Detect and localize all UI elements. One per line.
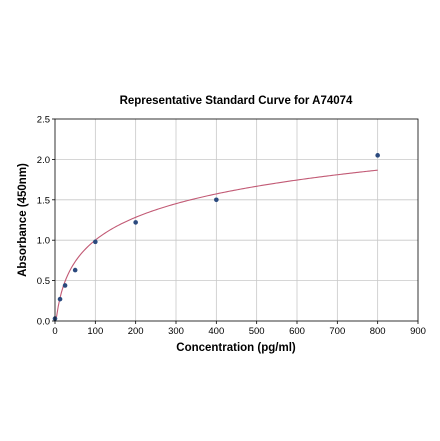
x-axis-label: Concentration (pg/ml)	[176, 342, 296, 354]
data-point	[133, 220, 138, 225]
y-tick-label: 2.0	[37, 155, 50, 166]
y-tick-label: 0.5	[37, 276, 50, 287]
y-tick-label: 1.0	[37, 236, 50, 247]
x-tick-labels: 0 100 200 300 400 500 600 700 800 900	[52, 321, 426, 337]
x-tick-label: 800	[370, 326, 386, 337]
data-point	[375, 153, 380, 158]
x-tick-label: 900	[410, 326, 426, 337]
data-point	[214, 197, 219, 203]
x-tick-label: 700	[329, 326, 345, 337]
data-points-layer	[52, 153, 380, 321]
y-tick-label: 0.0	[37, 317, 50, 328]
x-tick-label: 100	[87, 326, 103, 337]
chart-title: Representative Standard Curve for A74074	[120, 95, 353, 107]
y-tick-label: 1.5	[37, 195, 50, 206]
grid-lines	[55, 119, 418, 321]
plot-frame	[54, 118, 419, 322]
y-axis-label: Absorbance (450nm)	[17, 163, 29, 277]
y-tick-labels: 0.0 0.5 1.0 1.5 2.0 2.5	[37, 115, 55, 328]
x-tick-label: 0	[52, 326, 57, 337]
x-tick-label: 400	[208, 326, 224, 337]
y-tick-label: 2.5	[37, 115, 50, 126]
x-tick-label: 500	[249, 326, 265, 337]
x-tick-label: 300	[168, 326, 184, 337]
data-point	[72, 267, 78, 273]
fit-curve	[54, 169, 378, 322]
data-point	[62, 283, 68, 288]
data-point	[93, 239, 98, 245]
x-tick-label: 600	[289, 326, 305, 337]
x-tick-label: 200	[128, 326, 144, 337]
data-point	[57, 296, 63, 302]
fit-curve-layer	[54, 169, 378, 322]
